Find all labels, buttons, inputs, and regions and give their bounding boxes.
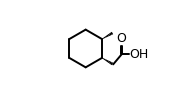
Text: O: O bbox=[117, 32, 126, 45]
Text: OH: OH bbox=[130, 48, 149, 61]
